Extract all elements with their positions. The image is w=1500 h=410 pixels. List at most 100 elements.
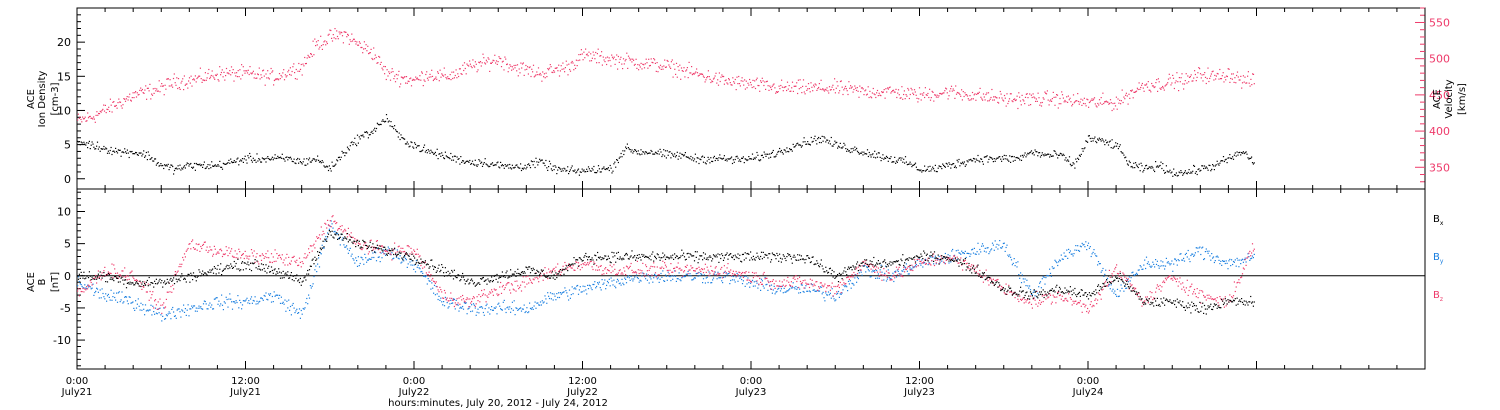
velocity-point [1174, 82, 1176, 84]
by-point [285, 310, 287, 312]
velocity-point [491, 61, 493, 63]
velocity-point [445, 76, 447, 79]
by-point [606, 284, 608, 286]
velocity-point [169, 79, 171, 81]
density-point [848, 150, 850, 152]
velocity-point [460, 73, 462, 75]
by-point [157, 308, 159, 310]
velocity-point [96, 111, 98, 113]
bz-point [443, 297, 445, 299]
density-point [706, 160, 708, 162]
by-point [1034, 295, 1036, 297]
density-point [477, 164, 479, 166]
density-point [625, 146, 627, 148]
by-point [265, 292, 267, 294]
density-point [890, 156, 892, 158]
velocity-point [969, 95, 971, 97]
bz-point [651, 274, 653, 276]
bz-point [485, 301, 487, 303]
velocity-point [923, 92, 925, 94]
velocity-point [80, 118, 82, 121]
density-point [798, 144, 800, 146]
bz-point [383, 253, 385, 255]
by-point [843, 284, 845, 287]
velocity-point [610, 65, 612, 67]
velocity-point [158, 80, 160, 82]
density-point [329, 168, 331, 170]
density-point [427, 149, 429, 151]
density-point [1245, 151, 1247, 153]
velocity-point [157, 90, 159, 92]
velocity-point [433, 78, 435, 80]
velocity-point [520, 62, 522, 64]
by-point [241, 304, 244, 306]
density-point [921, 171, 923, 173]
by-point [452, 298, 455, 300]
by-point [832, 295, 834, 298]
bz-point [337, 229, 339, 231]
bz-point [562, 265, 564, 267]
velocity-point [943, 92, 945, 94]
by-point [667, 271, 669, 273]
by-point [1216, 255, 1218, 257]
by-point [1039, 281, 1042, 283]
velocity-point [917, 101, 919, 103]
by-point [480, 306, 482, 308]
bz-point [86, 286, 88, 288]
velocity-point [641, 68, 643, 70]
by-point [475, 314, 477, 316]
density-point [375, 127, 378, 130]
density-point [720, 157, 722, 159]
by-point [919, 262, 921, 265]
by-point [224, 302, 226, 304]
bz-point [479, 301, 481, 303]
by-point [851, 282, 853, 284]
bz-point [510, 292, 512, 294]
by-point [221, 294, 223, 296]
density-point [1023, 154, 1025, 156]
density-point [724, 159, 726, 161]
velocity-point [656, 62, 658, 64]
by-point [283, 303, 285, 305]
velocity-point [663, 65, 665, 67]
density-point [950, 167, 952, 169]
bz-point [508, 282, 510, 284]
by-point [702, 282, 704, 284]
velocity-point [289, 67, 291, 69]
velocity-point [93, 116, 95, 118]
velocity-point [629, 59, 631, 61]
by-point [1221, 264, 1223, 266]
by-point [815, 290, 817, 292]
by-point [877, 273, 879, 275]
by-point [985, 251, 987, 253]
density-point [738, 160, 740, 162]
density-point [551, 169, 553, 172]
density-point [311, 159, 313, 162]
velocity-point [447, 76, 449, 78]
velocity-point [836, 81, 838, 83]
density-point [954, 165, 956, 167]
density-point [898, 157, 900, 159]
velocity-point [759, 90, 761, 92]
bz-point [683, 270, 686, 272]
bz-point [157, 301, 159, 303]
density-point [571, 165, 573, 167]
bz-point [695, 268, 697, 270]
velocity-point [384, 66, 386, 68]
bz-point [693, 270, 695, 272]
density-point [466, 160, 468, 162]
by-point [547, 292, 549, 294]
density-point [726, 160, 728, 162]
velocity-point [1218, 78, 1220, 80]
bz-point [628, 267, 630, 269]
by-point [439, 299, 441, 301]
density-point [1240, 154, 1242, 156]
density-point [694, 153, 696, 155]
by-point [979, 248, 981, 251]
by-point [508, 308, 510, 310]
velocity-point [136, 92, 138, 94]
bz-point [362, 247, 364, 249]
velocity-point [885, 88, 887, 90]
by-point [140, 302, 142, 304]
density-point [521, 167, 523, 169]
